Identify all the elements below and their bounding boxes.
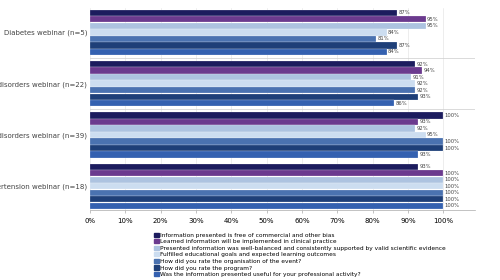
Bar bbox=[90, 100, 394, 106]
Text: 92%: 92% bbox=[416, 88, 428, 93]
Legend: Information presented is free of commercial and other bias, Learned information : Information presented is free of commerc… bbox=[154, 233, 446, 277]
Text: 92%: 92% bbox=[416, 126, 428, 131]
Bar bbox=[90, 74, 412, 80]
Bar bbox=[90, 177, 443, 183]
Bar bbox=[90, 36, 376, 42]
Bar bbox=[90, 42, 398, 48]
Text: 93%: 93% bbox=[420, 164, 432, 169]
Text: 92%: 92% bbox=[416, 81, 428, 86]
Bar bbox=[90, 183, 443, 189]
Bar bbox=[90, 138, 443, 145]
Text: 100%: 100% bbox=[444, 113, 460, 118]
Bar bbox=[90, 10, 398, 16]
Bar bbox=[90, 125, 415, 132]
Bar bbox=[90, 29, 386, 36]
Text: 100%: 100% bbox=[444, 184, 460, 189]
Text: 100%: 100% bbox=[444, 146, 460, 151]
Text: 93%: 93% bbox=[420, 94, 432, 99]
Bar bbox=[90, 67, 422, 74]
Bar bbox=[90, 61, 415, 67]
Bar bbox=[90, 119, 418, 125]
Text: 100%: 100% bbox=[444, 203, 460, 208]
Text: 95%: 95% bbox=[427, 132, 438, 137]
Bar bbox=[90, 80, 415, 87]
Bar bbox=[90, 170, 443, 176]
Text: 100%: 100% bbox=[444, 197, 460, 202]
Bar bbox=[90, 87, 415, 93]
Text: 81%: 81% bbox=[378, 36, 389, 41]
Bar bbox=[90, 190, 443, 196]
Text: 100%: 100% bbox=[444, 190, 460, 195]
Text: 91%: 91% bbox=[413, 75, 424, 80]
Text: 92%: 92% bbox=[416, 62, 428, 67]
Text: 86%: 86% bbox=[395, 101, 407, 106]
Text: 93%: 93% bbox=[420, 152, 432, 157]
Text: 87%: 87% bbox=[398, 10, 410, 15]
Text: 100%: 100% bbox=[444, 177, 460, 182]
Text: 94%: 94% bbox=[424, 68, 435, 73]
Text: 87%: 87% bbox=[398, 43, 410, 48]
Text: 95%: 95% bbox=[427, 17, 438, 22]
Bar bbox=[90, 164, 418, 170]
Text: 84%: 84% bbox=[388, 50, 400, 54]
Bar bbox=[90, 49, 386, 55]
Bar bbox=[90, 145, 443, 151]
Text: 84%: 84% bbox=[388, 30, 400, 35]
Text: 95%: 95% bbox=[427, 23, 438, 28]
Text: 93%: 93% bbox=[420, 119, 432, 124]
Bar bbox=[90, 196, 443, 202]
Text: 100%: 100% bbox=[444, 171, 460, 176]
Bar bbox=[90, 132, 426, 138]
Bar bbox=[90, 151, 418, 158]
Bar bbox=[90, 16, 426, 22]
Bar bbox=[90, 112, 443, 118]
Text: 100%: 100% bbox=[444, 139, 460, 144]
Bar bbox=[90, 203, 443, 209]
Bar bbox=[90, 23, 426, 29]
Bar bbox=[90, 94, 418, 100]
